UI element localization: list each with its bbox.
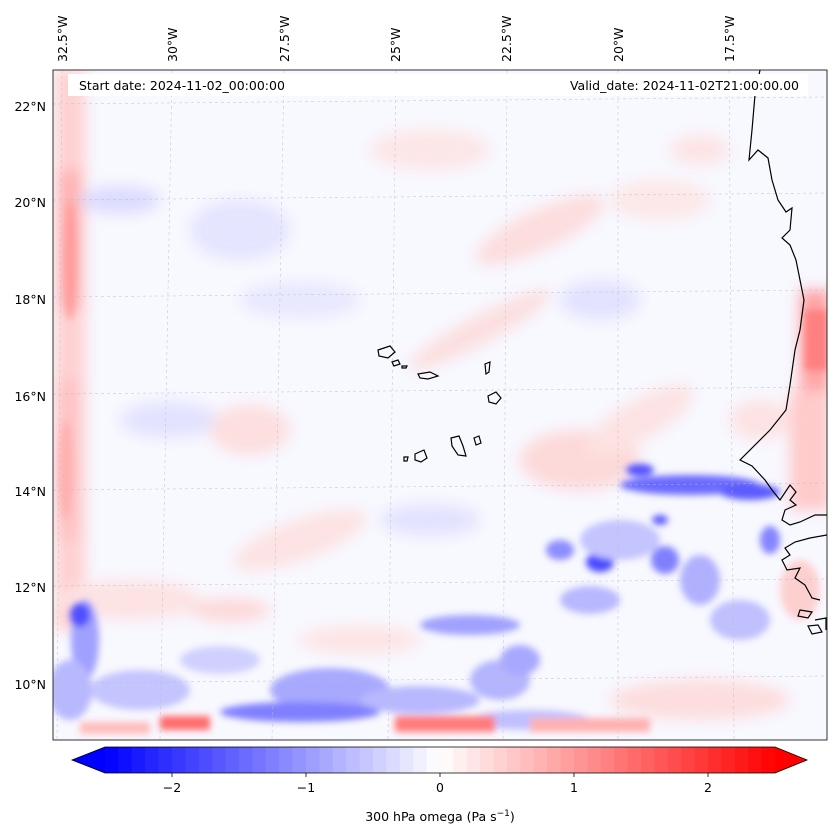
graticule: [53, 70, 827, 740]
longitude-labels: 32.5°W 30°W 27.5°W 25°W 22.5°W 20°W 17.5…: [55, 16, 737, 62]
guinea-islands: [797, 609, 827, 635]
island-brava: [403, 456, 409, 462]
colorbar-cell: [440, 747, 454, 773]
colorbar-cell: [708, 747, 722, 773]
lon-label: 25°W: [388, 27, 403, 62]
coastline: [377, 70, 827, 635]
island-boa-vista: [487, 391, 502, 405]
lon-label: 27.5°W: [277, 16, 292, 62]
colorbar-cell: [614, 747, 629, 773]
colorbar-cell: [547, 747, 562, 773]
colorbar-cells: [72, 747, 807, 773]
colorbar-cell: [748, 747, 763, 773]
colorbar-cell: [145, 747, 160, 773]
colorbar-cell: [413, 747, 428, 773]
colorbar-cell: [158, 747, 173, 773]
colorbar-cell: [105, 747, 119, 773]
colorbar-cell: [373, 747, 387, 773]
lon-label: 17.5°W: [722, 16, 737, 62]
colorbar-cell: [386, 747, 401, 773]
colorbar-cell: [359, 747, 374, 773]
island-santo-antao: [377, 345, 396, 359]
colorbar-cell: [212, 747, 227, 773]
header-bar: [68, 74, 808, 96]
colorbar-cell: [252, 747, 267, 773]
lat-label: 16°N: [14, 389, 46, 404]
colorbar-tick-label: −1: [297, 780, 315, 795]
island-sao-vicente: [391, 359, 401, 367]
colorbar-cell: [292, 747, 307, 773]
colorbar-cell: [734, 747, 749, 773]
africa-coast: [738, 70, 827, 526]
colorbar-cell: [185, 747, 200, 773]
island-santiago: [450, 435, 467, 457]
lat-label: 12°N: [14, 580, 46, 595]
lat-label: 20°N: [14, 195, 46, 210]
island-maio: [473, 435, 482, 446]
colorbar-cell: [399, 747, 414, 773]
lon-label: 20°W: [611, 27, 626, 62]
latitude-labels: 22°N 20°N 18°N 16°N 14°N 12°N 10°N: [14, 99, 46, 692]
colorbar-extend-min: [72, 747, 105, 773]
colorbar-cell: [600, 747, 615, 773]
island-sal: [484, 361, 491, 376]
lat-label: 10°N: [14, 677, 46, 692]
colorbar-cell: [654, 747, 669, 773]
colorbar-cell: [520, 747, 535, 773]
island-fogo: [414, 449, 428, 463]
colorbar-cell: [131, 747, 146, 773]
lat-label: 14°N: [14, 484, 46, 499]
colorbar-cell: [533, 747, 548, 773]
valid-date-label: Valid_date: 2024-11-02T21:00:00.00: [570, 78, 799, 93]
island-santa-luzia: [401, 365, 408, 369]
colorbar-tick-label: −2: [163, 780, 181, 795]
colorbar-cell: [239, 747, 253, 773]
colorbar-cell: [265, 747, 280, 773]
colorbar-cell: [761, 747, 776, 773]
colorbar-cell: [641, 747, 655, 773]
colorbar-cell: [172, 747, 186, 773]
colorbar-cell: [493, 747, 508, 773]
map-frame: [52, 69, 828, 741]
colorbar-cell: [681, 747, 696, 773]
lat-label: 22°N: [14, 99, 46, 114]
colorbar-cell: [466, 747, 481, 773]
colorbar-cell: [332, 747, 347, 773]
colorbar-cell: [453, 747, 468, 773]
colorbar-cell: [694, 747, 709, 773]
colorbar-extend-max: [775, 747, 807, 773]
colorbar-cell: [721, 747, 736, 773]
colorbar-cell: [225, 747, 240, 773]
lon-label: 22.5°W: [499, 16, 514, 62]
colorbar-cell: [574, 747, 588, 773]
lat-label: 18°N: [14, 292, 46, 307]
colorbar-tick-label: 1: [570, 780, 578, 795]
colorbar-outline: [70, 746, 809, 774]
colorbar-cell: [507, 747, 521, 773]
senegambia-coast: [781, 534, 827, 601]
lon-label: 30°W: [165, 27, 180, 62]
colorbar-tick-label: 2: [704, 780, 712, 795]
colorbar-cell: [118, 747, 133, 773]
colorbar-cell: [426, 747, 441, 773]
colorbar-ticks: −2 −1 0 1 2: [163, 773, 712, 795]
lon-label: 32.5°W: [55, 16, 70, 62]
colorbar-cell: [346, 747, 361, 773]
colorbar: −2 −1 0 1 2 300 hPa omega (Pa s−1): [70, 746, 809, 824]
colorbar-cell: [667, 747, 682, 773]
colorbar-label: 300 hPa omega (Pa s−1): [365, 809, 515, 824]
island-sao-nicolau: [417, 371, 440, 380]
colorbar-tick-label: 0: [436, 780, 444, 795]
start-date-label: Start date: 2024-11-02_00:00:00: [79, 78, 285, 93]
colorbar-cell: [480, 747, 495, 773]
colorbar-cell: [587, 747, 602, 773]
colorbar-cell: [627, 747, 642, 773]
colorbar-cell: [319, 747, 334, 773]
colorbar-cell: [306, 747, 320, 773]
colorbar-cell: [560, 747, 575, 773]
colorbar-cell: [279, 747, 294, 773]
colorbar-cell: [198, 747, 213, 773]
omega-field: Start date: 2024-11-02_00:00:00 Valid_da…: [53, 70, 827, 740]
